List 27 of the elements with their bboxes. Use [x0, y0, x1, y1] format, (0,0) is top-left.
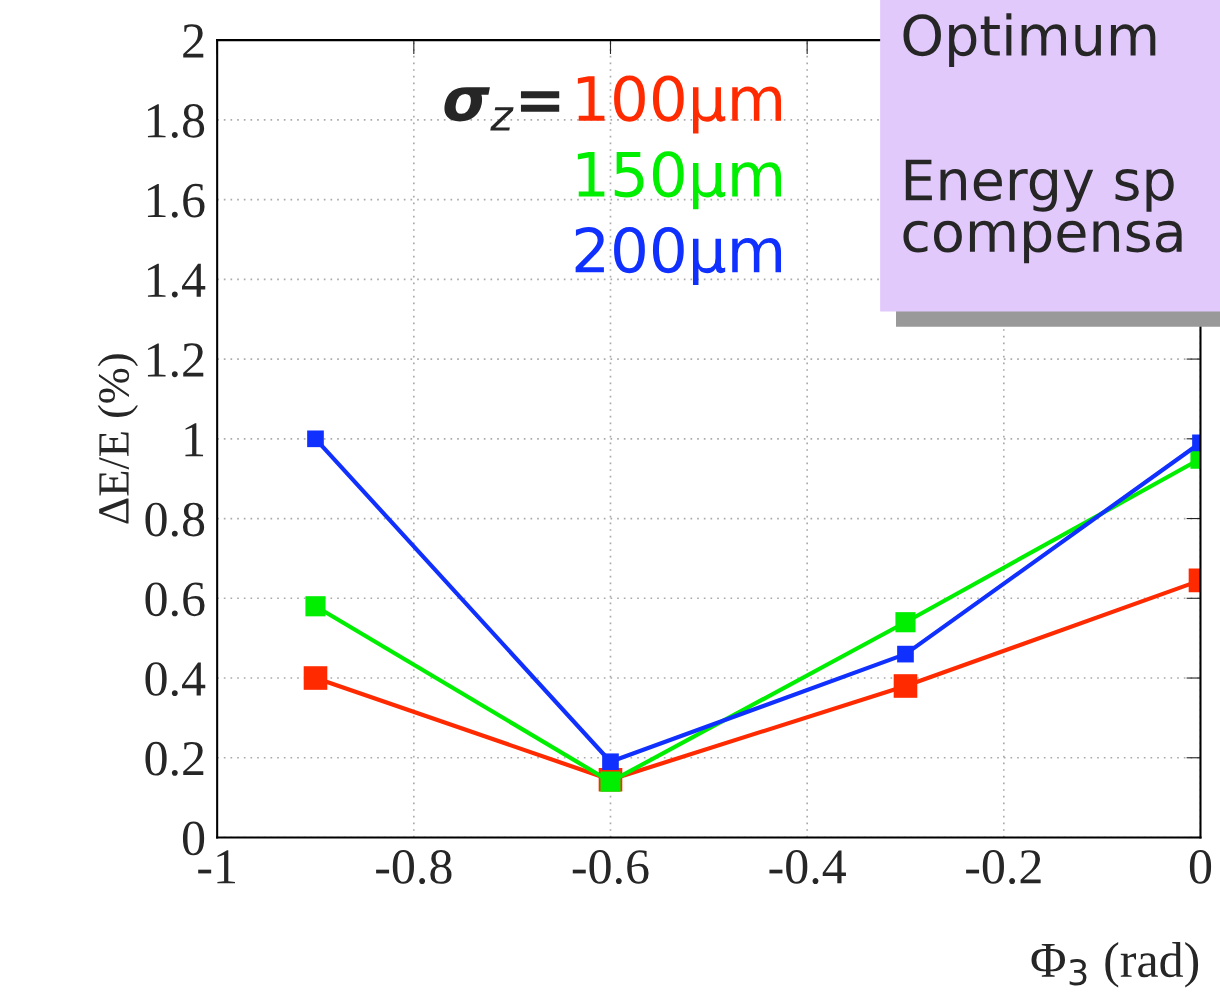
- x-tick-label: -0.2: [966, 850, 1041, 885]
- point: [305, 596, 326, 617]
- x-tick-label: -0.4: [769, 850, 846, 885]
- point: [602, 753, 619, 771]
- y-tick-label: 1.6: [147, 183, 205, 218]
- x-tick-label: 0: [1189, 850, 1212, 884]
- y-tick-label: 1: [185, 423, 204, 457]
- y-tick-label: 0.4: [145, 662, 206, 697]
- y-axis-title: ΔE/E (%): [97, 354, 138, 524]
- text: 200μm: [575, 226, 782, 285]
- y-tick-label: 1.8: [147, 103, 205, 138]
- y-tick-label: 1.2: [147, 343, 204, 378]
- y-tick-label: 0.6: [145, 582, 205, 617]
- y-tick-label: 1.4: [147, 263, 206, 298]
- point: [303, 666, 328, 690]
- x-tick-label: -0.8: [376, 850, 452, 885]
- text: 150μm: [577, 151, 782, 210]
- x-axis-title: Φ$_{3}$ (rad): [1031, 942, 1199, 988]
- y-tick-label: 0.8: [145, 502, 205, 537]
- x-tick-label: -0.6: [572, 850, 649, 885]
- point: [307, 430, 324, 448]
- y-tick-label: 2: [183, 24, 204, 58]
- annotation: Energy sp compensa: [903, 159, 1182, 264]
- legend-title: σ$_{z}$=: [444, 87, 560, 131]
- annotation: Optimum: [903, 13, 1156, 67]
- text: 100μm: [577, 75, 782, 134]
- y-tick-label: 0.2: [145, 741, 204, 776]
